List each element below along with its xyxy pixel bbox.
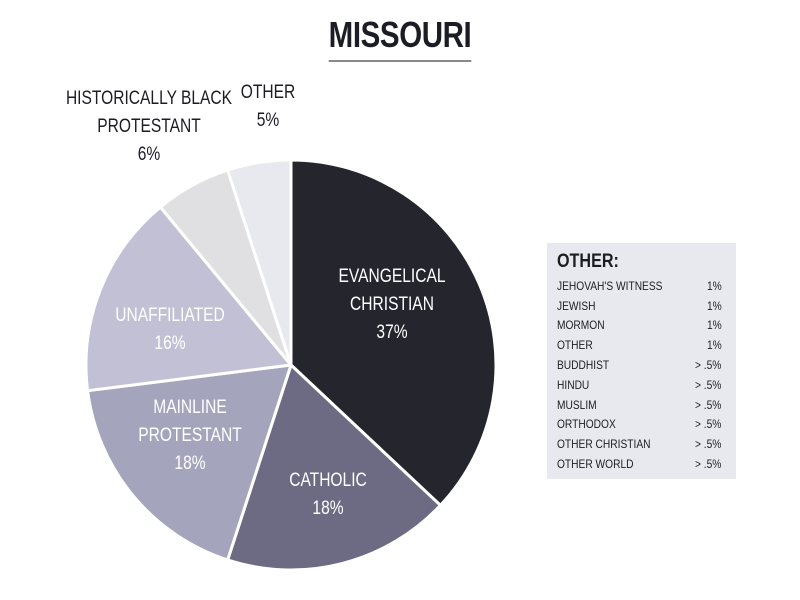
other-row-value: > .5%	[694, 417, 722, 432]
other-breakdown-box: OTHER: JEHOVAH'S WITNESS 1% JEWISH 1% MORMON…	[547, 243, 736, 479]
other-row: OTHER CHRISTIAN > .5%	[557, 434, 726, 454]
other-row: ORTHODOX > .5%	[557, 415, 726, 435]
chart-title: MISSOURI	[328, 14, 472, 62]
chart-title-wrap: MISSOURI	[0, 14, 800, 62]
other-row-name: HINDU	[557, 377, 590, 392]
slice-category-label: OTHER	[241, 81, 295, 103]
slice-category-label: PROTESTANT	[97, 115, 201, 137]
slice-value-label: 18%	[312, 497, 343, 519]
pie-slice-unaffiliated	[84, 205, 293, 393]
other-row: JEWISH 1%	[557, 296, 726, 316]
slice-category-label: EVANGELICAL	[339, 265, 446, 287]
other-row-name: OTHER WORLD	[557, 457, 634, 472]
slice-category-label: CHRISTIAN	[350, 293, 434, 315]
slice-category-label: UNAFFILIATED	[115, 304, 225, 326]
other-row-name: JEHOVAH'S WITNESS	[557, 278, 663, 293]
other-row-name: BUDDHIST	[557, 358, 610, 373]
slice-category-label: HISTORICALLY BLACK	[66, 87, 232, 109]
slice-value-label: 5%	[257, 109, 280, 131]
slice-label: EVANGELICAL CHRISTIAN 37%	[339, 265, 446, 343]
other-row-value: 1%	[707, 298, 722, 313]
other-row-value: > .5%	[694, 377, 722, 392]
slice-category-label: MAINLINE	[153, 396, 227, 418]
pie-slice-other	[226, 158, 293, 367]
slice-value-label: 6%	[138, 143, 161, 165]
pie-slice-evangelical-christian	[289, 158, 498, 507]
other-row: MORMON 1%	[557, 316, 726, 336]
slice-value-label: 37%	[376, 321, 407, 343]
other-row: MUSLIM > .5%	[557, 395, 726, 415]
slice-category-label: CATHOLIC	[289, 469, 367, 491]
other-row-name: MORMON	[557, 318, 605, 333]
other-row-name: OTHER	[557, 338, 593, 353]
other-row-name: OTHER CHRISTIAN	[557, 437, 651, 452]
pie-slice-mainline-protestant	[86, 363, 293, 562]
other-box-title: OTHER:	[557, 251, 619, 272]
other-row-value: > .5%	[694, 358, 722, 373]
other-row-value: 1%	[707, 278, 722, 293]
slice-label: UNAFFILIATED 16%	[115, 304, 225, 354]
other-row-value: > .5%	[694, 457, 722, 472]
other-row-value: > .5%	[694, 397, 722, 412]
slice-label: OTHER 5%	[241, 81, 295, 131]
other-row-value: > .5%	[694, 437, 722, 452]
slice-label: HISTORICALLY BLACK PROTESTANT 6%	[66, 87, 232, 165]
slice-label: MAINLINE PROTESTANT 18%	[138, 396, 242, 474]
other-row: BUDDHIST > .5%	[557, 355, 726, 375]
other-row-value: 1%	[707, 318, 722, 333]
slice-category-label: PROTESTANT	[138, 424, 242, 446]
slice-label: CATHOLIC 18%	[289, 469, 367, 519]
other-row: JEHOVAH'S WITNESS 1%	[557, 276, 726, 296]
other-box-rows: JEHOVAH'S WITNESS 1% JEWISH 1% MORMON 1% OTHER…	[557, 276, 726, 474]
other-row: HINDU > .5%	[557, 375, 726, 395]
other-row-name: JEWISH	[557, 298, 596, 313]
other-row: OTHER 1%	[557, 335, 726, 355]
slice-value-label: 16%	[154, 332, 185, 354]
slice-value-label: 18%	[174, 452, 205, 474]
other-row: OTHER WORLD > .5%	[557, 454, 726, 474]
other-row-value: 1%	[707, 338, 722, 353]
other-row-name: MUSLIM	[557, 397, 597, 412]
pie-slice-catholic	[226, 363, 442, 572]
other-row-name: ORTHODOX	[557, 417, 616, 432]
